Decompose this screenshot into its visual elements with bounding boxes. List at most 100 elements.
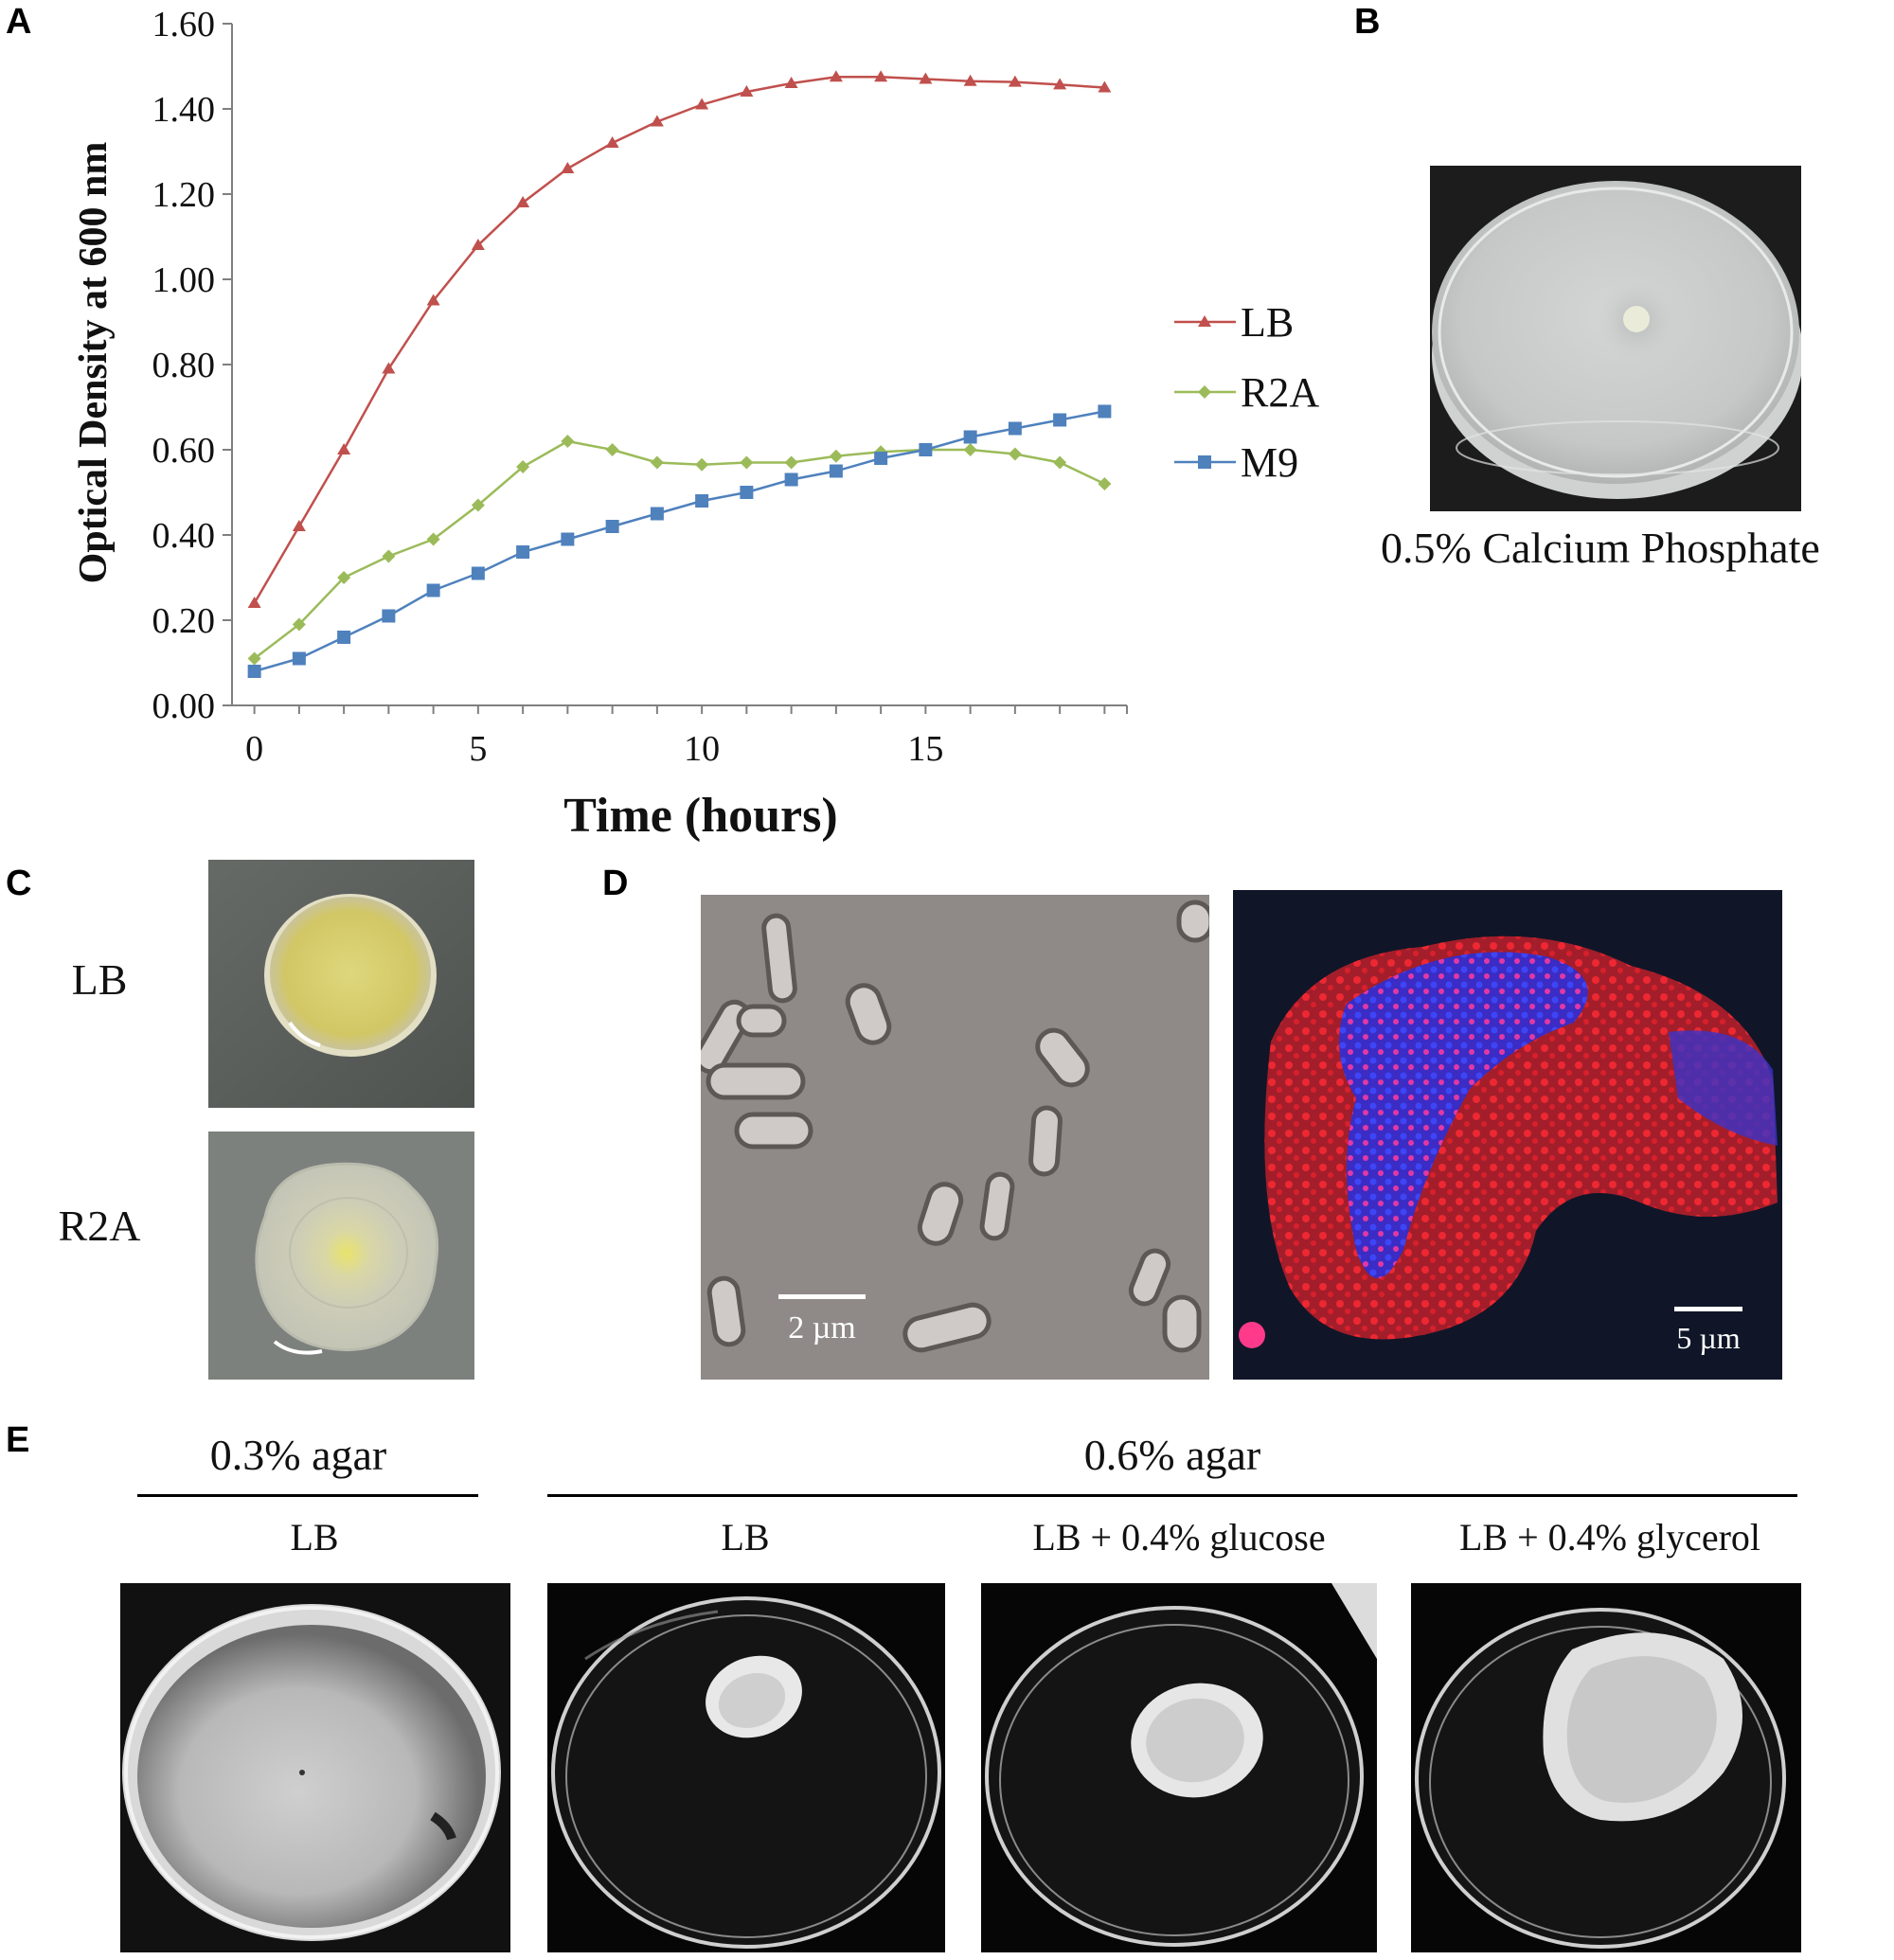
- data-point-m9: [874, 452, 888, 465]
- plate-label-1: LB: [290, 1516, 339, 1559]
- data-point-lb: [963, 74, 977, 86]
- data-point-r2a: [292, 617, 306, 632]
- data-point-r2a: [471, 498, 485, 512]
- data-point-lb: [1008, 75, 1022, 87]
- data-point-lb: [650, 115, 664, 127]
- data-point-m9: [605, 520, 619, 533]
- y-tick-label: 0.80: [152, 346, 216, 385]
- data-point-m9: [247, 665, 261, 678]
- data-point-lb: [561, 162, 575, 173]
- data-point-lb: [784, 77, 798, 88]
- data-point-r2a: [695, 457, 709, 472]
- data-point-lb: [471, 239, 485, 250]
- data-point-m9: [337, 631, 351, 644]
- data-point-r2a: [516, 460, 530, 473]
- data-point-lb: [919, 72, 933, 84]
- x-tick-label: 5: [469, 729, 487, 769]
- legend-label-m9: M9: [1241, 439, 1298, 486]
- data-point-lb: [740, 85, 754, 97]
- data-point-lb: [516, 196, 530, 207]
- data-point-m9: [829, 464, 843, 478]
- panel-letter-e: E: [6, 1420, 30, 1460]
- data-point-m9: [963, 430, 977, 444]
- series-m9: [247, 404, 1112, 678]
- panel-letter-b: B: [1354, 2, 1381, 42]
- data-point-m9: [1008, 421, 1022, 436]
- y-axis-label: Optical Density at 600 nm: [72, 142, 116, 584]
- data-point-m9: [695, 494, 709, 508]
- series-lines: [247, 70, 1112, 678]
- brightfield-micrograph: 2 µm: [701, 895, 1209, 1380]
- colony-photo-lb: [208, 860, 474, 1108]
- data-point-m9: [471, 566, 485, 580]
- data-point-lb: [1098, 80, 1112, 93]
- data-point-r2a: [740, 455, 754, 470]
- y-tick-label: 0.00: [152, 686, 216, 726]
- group-label-0-6-agar: 0.6% agar: [1083, 1431, 1261, 1479]
- swarm-plate-photo-3: [981, 1583, 1377, 1952]
- x-tick-label: 0: [245, 729, 263, 769]
- data-point-r2a: [829, 449, 843, 463]
- y-tick-label: 0.20: [152, 601, 216, 641]
- data-point-m9: [650, 507, 664, 521]
- plate-label-3: LB + 0.4% glucose: [1032, 1516, 1326, 1559]
- data-point-lb: [874, 70, 888, 82]
- legend-marker-m9: [1198, 455, 1211, 469]
- y-tick-label: 1.40: [152, 90, 216, 130]
- series-lb: [247, 70, 1112, 608]
- y-tick-label: 0.60: [152, 431, 216, 471]
- data-point-r2a: [426, 532, 440, 546]
- group-label-0-3-agar: 0.3% agar: [209, 1431, 387, 1479]
- series-line-r2a: [253, 439, 1105, 660]
- data-point-m9: [1098, 404, 1112, 419]
- data-point-r2a: [605, 443, 619, 456]
- data-point-m9: [1053, 413, 1067, 427]
- data-point-r2a: [1008, 447, 1022, 461]
- data-point-lb: [695, 98, 709, 110]
- data-point-r2a: [382, 549, 396, 563]
- data-point-lb: [1053, 78, 1067, 90]
- x-axis-label: Time (hours): [563, 789, 837, 843]
- data-point-r2a: [1098, 477, 1112, 490]
- data-point-lb: [382, 362, 396, 374]
- y-tick-label: 0.40: [152, 516, 216, 556]
- data-point-r2a: [337, 571, 351, 584]
- colony-photo-r2a: [208, 1131, 474, 1380]
- data-point-m9: [516, 545, 530, 559]
- data-point-r2a: [1053, 455, 1067, 470]
- data-point-m9: [426, 583, 440, 597]
- y-axis: 0.00 0.20 0.40 0.60 0.80 1.00 1.20 1.40 1.60: [152, 5, 233, 726]
- swarm-plate-photo-4: [1411, 1583, 1801, 1952]
- scale-bar-label-5um: 5 µm: [1676, 1321, 1740, 1355]
- data-point-m9: [919, 443, 933, 456]
- data-point-m9: [561, 532, 575, 546]
- data-point-r2a: [247, 651, 261, 666]
- panel-letter-a: A: [6, 2, 32, 42]
- colony-label-r2a: R2A: [58, 1202, 141, 1250]
- plate-label-4: LB + 0.4% glycerol: [1458, 1516, 1761, 1559]
- data-point-r2a: [963, 443, 977, 456]
- data-point-r2a: [650, 455, 664, 470]
- legend-marker-lb: [1198, 315, 1211, 327]
- data-point-lb: [292, 520, 306, 531]
- data-point-lb: [247, 597, 261, 608]
- y-tick-label: 1.00: [152, 260, 216, 300]
- series-line-lb: [253, 76, 1105, 604]
- data-point-lb: [605, 136, 619, 148]
- group-rule-0-6-agar: [547, 1494, 1797, 1497]
- data-point-lb: [829, 70, 843, 82]
- series-line-m9: [254, 410, 1105, 673]
- colony-label-lb: LB: [71, 955, 128, 1004]
- panel-letter-c: C: [6, 864, 32, 903]
- panel-letter-d: D: [602, 864, 629, 903]
- x-axis: 0 5 10 15: [232, 704, 1128, 769]
- data-point-m9: [292, 651, 306, 666]
- scale-bar-label-2um: 2 µm: [788, 1310, 856, 1345]
- swarm-plate-photo-2: [547, 1583, 945, 1952]
- x-tick-label: 10: [684, 729, 720, 769]
- data-point-r2a: [561, 435, 575, 448]
- data-point-lb: [337, 443, 351, 454]
- legend-marker-r2a: [1198, 385, 1211, 399]
- plate-label-2: LB: [721, 1516, 770, 1559]
- y-tick-label: 1.20: [152, 175, 216, 215]
